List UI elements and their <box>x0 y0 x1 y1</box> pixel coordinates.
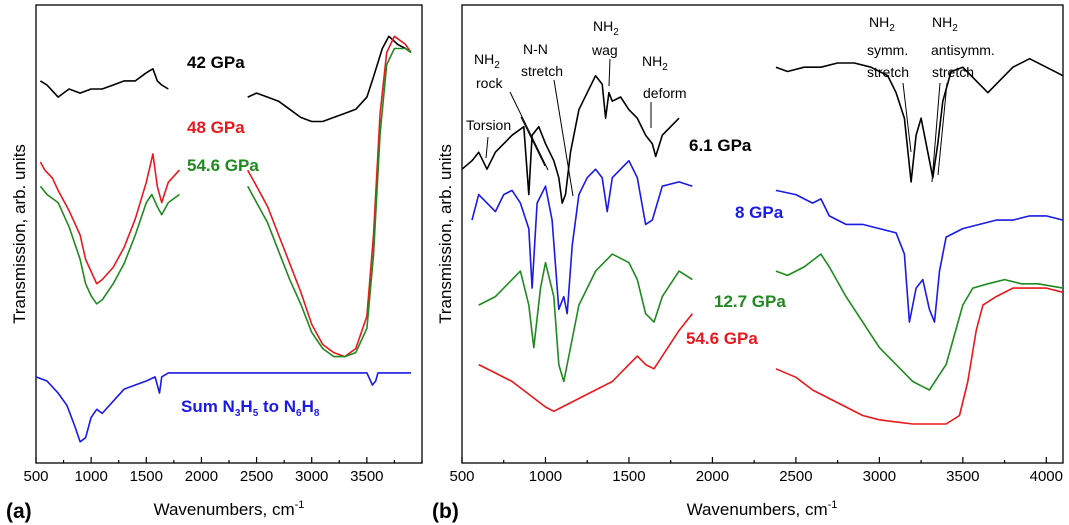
pointer-rock-2 <box>520 116 546 167</box>
annotation-nn-stretch: stretch <box>521 63 563 79</box>
x-tick-label-b-500: 500 <box>449 468 474 485</box>
x-tick-label-a-1500: 1500 <box>130 468 163 485</box>
panel-label-a: (a) <box>6 500 32 523</box>
annotation-nh2-symm-title: NH2 <box>869 14 895 34</box>
panel-a: 500 1000 1500 2000 2500 3000 3500 Wavenumbers,… <box>6 4 423 523</box>
x-tick-label-a-500: 500 <box>23 468 48 485</box>
plot-frame-b <box>461 4 1064 464</box>
x-tick-label-a-1000: 1000 <box>74 468 107 485</box>
annotation-symm-stretch: stretch <box>867 64 909 80</box>
annotation-deform: deform <box>643 85 687 101</box>
annotation-antisymm: antisymm. <box>931 42 995 58</box>
series-line-a-1-seg1 <box>246 35 412 358</box>
annotation-nh2-antisymm-title: NH2 <box>932 14 958 34</box>
x-tick-label-b-1000: 1000 <box>529 468 562 485</box>
series-line-b-2-seg0 <box>478 253 693 383</box>
series-line-a-0-seg0 <box>39 68 169 98</box>
x-ticks-a: 500 1000 1500 2000 2500 3000 3500 <box>23 457 423 485</box>
plot-frame-a <box>35 4 423 464</box>
x-tick-label-b-3000: 3000 <box>863 468 896 485</box>
annotation-wag: wag <box>591 42 618 58</box>
series-line-b-3-seg1 <box>775 287 1064 425</box>
annotation-rock: rock <box>476 75 503 91</box>
series-line-a-2-seg0 <box>39 185 180 305</box>
arrow-torsion <box>485 136 489 159</box>
series-line-b-2-seg1 <box>775 253 1064 391</box>
series-line-b-0-seg1 <box>775 57 1064 183</box>
x-tick-label-b-3500: 3500 <box>946 468 979 485</box>
series-line-b-1-seg0 <box>471 159 693 315</box>
series-line-b-1-seg1 <box>775 189 1064 323</box>
annotation-nh2-deform-title: NH2 <box>642 53 668 73</box>
arrow-antisymm <box>931 82 941 183</box>
traces-b <box>461 57 1064 425</box>
series-label-48gpa: 48 GPa <box>187 118 245 137</box>
annotation-nn: N-N <box>523 41 548 57</box>
arrow-antisymm-2 <box>937 82 948 176</box>
traces-a <box>35 35 412 443</box>
series-line-a-0-seg1 <box>247 35 412 123</box>
series-line-b-3-seg0 <box>478 313 694 413</box>
series-label-8gpa: 8 GPa <box>735 203 784 222</box>
x-tick-label-b-2000: 2000 <box>696 468 729 485</box>
series-line-a-3-seg0 <box>35 372 411 443</box>
arrow-symm <box>902 82 912 153</box>
y-axis-label-b: Transmission, arb. units <box>436 144 455 324</box>
series-label-sum: Sum N3H5 to N6H8 <box>181 397 320 419</box>
arrow-wag <box>608 58 611 87</box>
x-tick-label-a-3000: 3000 <box>295 468 328 485</box>
x-tick-label-a-2000: 2000 <box>185 468 218 485</box>
series-label-54-6gpa-b: 54.6 GPa <box>686 329 758 348</box>
series-label-42gpa: 42 GPa <box>187 53 245 72</box>
series-label-12-7gpa: 12.7 GPa <box>714 292 786 311</box>
x-ticks-b: 500 1000 1500 2000 2500 3000 3500 4000 <box>449 457 1063 485</box>
x-tick-label-b-1500: 1500 <box>612 468 645 485</box>
annotation-nh2-rock-title: NH2 <box>474 51 500 71</box>
series-line-b-0-seg0 <box>461 74 680 204</box>
y-axis-label-a: Transmission, arb. units <box>10 144 29 324</box>
pointer-nn <box>553 79 574 197</box>
panel-label-b: (b) <box>432 500 459 523</box>
x-tick-label-a-3500: 3500 <box>350 468 383 485</box>
annotation-antisymm-stretch: stretch <box>932 64 974 80</box>
annotation-nh2-wag-title: NH2 <box>593 18 619 38</box>
pointer-rock <box>509 91 549 171</box>
series-line-a-2-seg1 <box>246 47 412 358</box>
series-label-6-1gpa: 6.1 GPa <box>689 136 752 155</box>
x-axis-label-b: Wavenumbers, cm-1 <box>687 499 838 519</box>
x-tick-label-b-2500: 2500 <box>779 468 812 485</box>
x-tick-label-b-4000: 4000 <box>1030 468 1063 485</box>
x-axis-label-a: Wavenumbers, cm-1 <box>154 499 305 519</box>
series-label-54-6gpa: 54.6 GPa <box>187 156 259 175</box>
x-tick-label-a-2500: 2500 <box>240 468 273 485</box>
panel-b: 500 1000 1500 2000 2500 3000 3500 4000 Wavenumb… <box>432 4 1064 523</box>
annotation-torsion: Torsion <box>466 117 511 133</box>
mode-annotations: Torsion NH2 rock N-N stretch NH2 wag NH2… <box>466 14 995 197</box>
annotation-symm: symm. <box>867 42 908 58</box>
series-line-a-1-seg0 <box>39 153 180 285</box>
